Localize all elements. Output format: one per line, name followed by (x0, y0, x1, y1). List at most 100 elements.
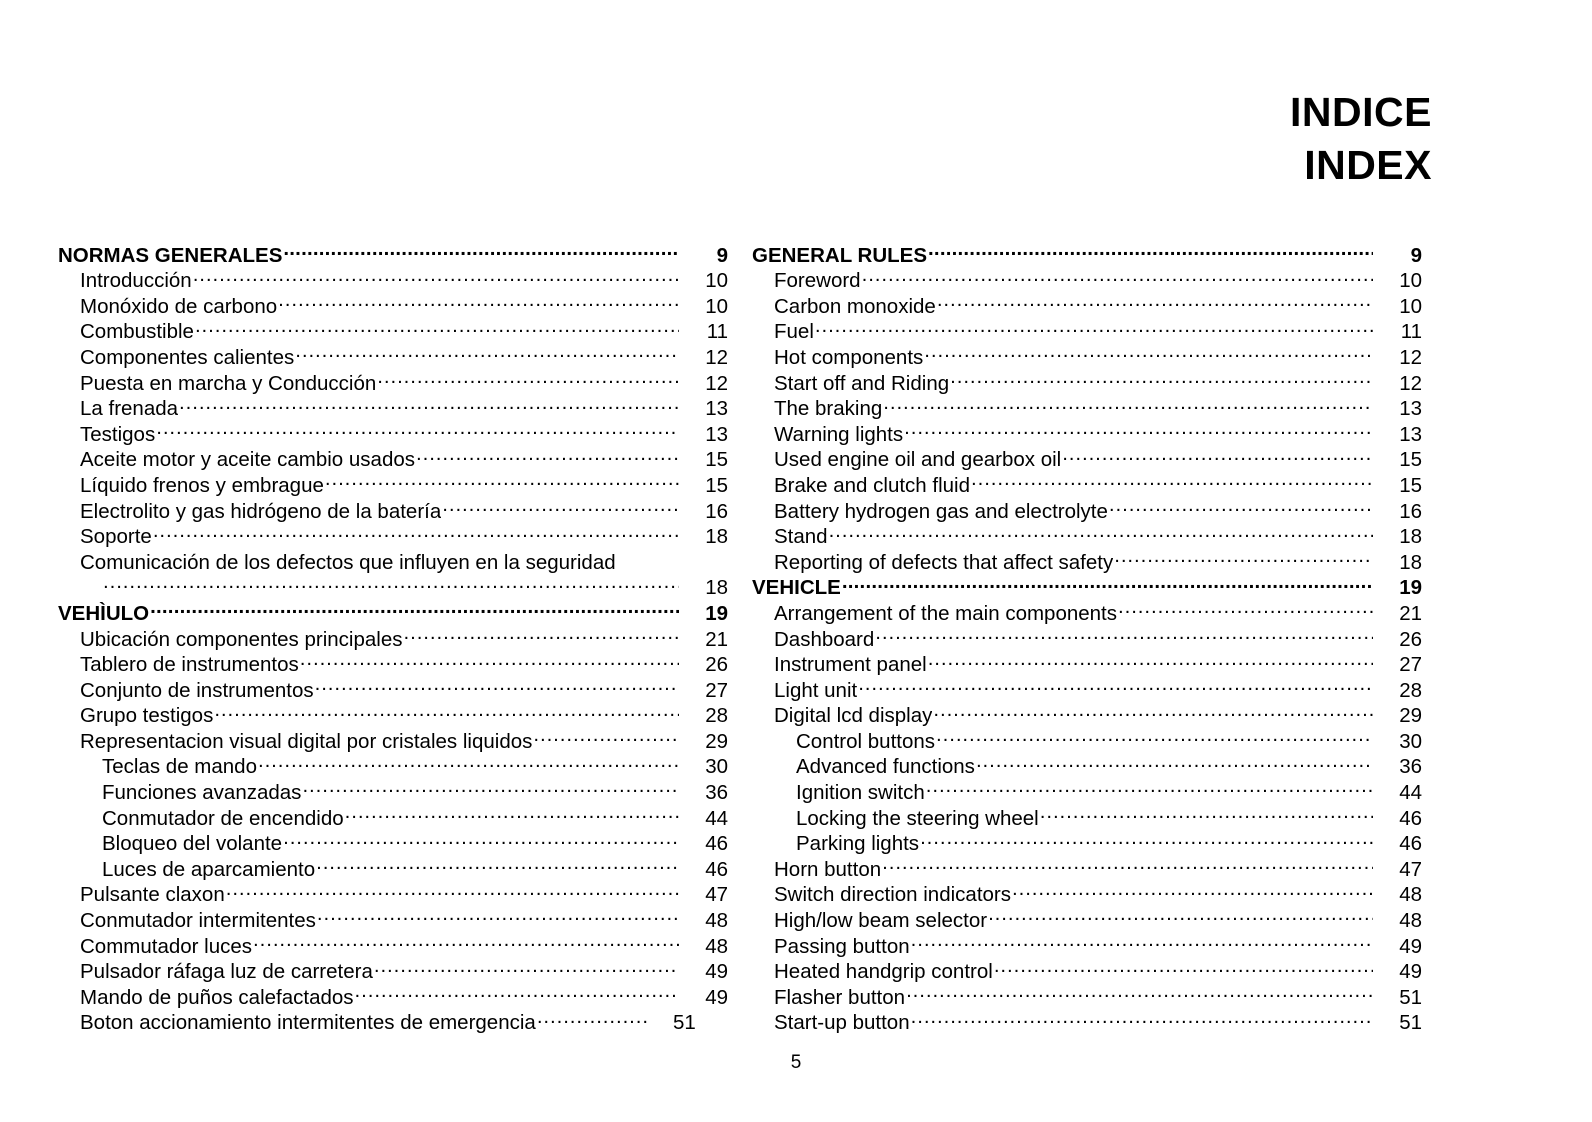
toc-entry[interactable]: Ignition switch 44 (752, 773, 1422, 804)
toc-entry-page-number: 46 (1399, 832, 1422, 856)
toc-entry[interactable]: Dashboard 26 (752, 620, 1422, 651)
toc-entry[interactable]: VEHICLE 19 (752, 569, 1422, 600)
toc-entry-page-number: 26 (1399, 627, 1422, 651)
toc-entry-page-number: 36 (705, 781, 728, 805)
toc-entry-page-number: 29 (705, 729, 728, 753)
toc-dot-leader (300, 646, 679, 672)
toc-entry-page-number: 47 (1399, 857, 1422, 881)
toc-entry[interactable]: Funciones avanzadas 36 (58, 773, 728, 804)
toc-entry[interactable]: La frenada 13 (58, 390, 728, 421)
toc-dot-leader (858, 671, 1373, 697)
toc-dot-leader (442, 492, 679, 518)
toc-entry-page-number: 11 (1400, 320, 1422, 344)
toc-entry-label: Combustible (80, 320, 194, 344)
toc-entry[interactable]: Instrument panel27 (752, 646, 1422, 677)
toc-entry[interactable]: Mando de puños calefactados 49 (58, 978, 728, 1009)
toc-entry-label: Hot components (774, 345, 924, 369)
toc-entry[interactable]: Componentes calientes 12 (58, 338, 728, 369)
title-line-english: INDEX (1304, 142, 1432, 188)
toc-entry-label: Start-up button (774, 1011, 910, 1035)
toc-entry[interactable]: GENERAL RULES9 (752, 236, 1422, 267)
toc-entry[interactable]: Locking the steering wheel46 (752, 799, 1422, 830)
toc-entry[interactable]: Light unit 28 (752, 671, 1422, 702)
toc-entry-page-number: 12 (1399, 371, 1422, 395)
toc-dot-leader (416, 441, 679, 467)
toc-dot-leader (829, 518, 1373, 544)
toc-column-spanish: NORMAS GENERALES9Introducción10Monóxido … (58, 236, 728, 1035)
toc-entry[interactable]: Fuel 11 (752, 313, 1422, 344)
toc-entry-page-number: 28 (705, 704, 728, 728)
toc-entry[interactable]: Reporting of defects that affect safety1… (752, 543, 1422, 574)
toc-entry[interactable]: Foreword 10 (752, 262, 1422, 293)
toc-entry-page-number: 21 (705, 627, 728, 651)
toc-entry[interactable]: Digital lcd display 29 (752, 697, 1422, 728)
toc-dot-leader (278, 287, 679, 313)
toc-entry[interactable]: 18 (58, 569, 728, 600)
toc-entry[interactable]: Commutador luces 48 (58, 927, 728, 958)
toc-dot-leader (976, 748, 1373, 774)
toc-entry[interactable]: Pulsador ráfaga luz de carretera 49 (58, 953, 728, 984)
toc-dot-leader (815, 313, 1373, 339)
toc-entry[interactable]: Combustible 11 (58, 313, 728, 344)
toc-entry-page-number: 12 (1399, 345, 1422, 369)
toc-entry[interactable]: Aceite motor y aceite cambio usados15 (58, 441, 728, 472)
toc-entry[interactable]: NORMAS GENERALES9 (58, 236, 728, 267)
toc-entry[interactable]: Líquido frenos y embrague 15 (58, 466, 728, 497)
toc-entry[interactable]: Brake and clutch fluid 15 (752, 466, 1422, 497)
toc-entry[interactable]: Horn button 47 (752, 850, 1422, 881)
toc-entry[interactable]: VEHÌULO 19 (58, 594, 728, 625)
toc-dot-leader (283, 236, 679, 262)
toc-entry-page-number: 44 (705, 806, 728, 830)
toc-dot-leader (302, 773, 679, 799)
toc-entry[interactable]: Passing button 49 (752, 927, 1422, 958)
toc-entry[interactable]: Teclas de mando 30 (58, 748, 728, 779)
toc-dot-leader (537, 1004, 647, 1030)
toc-dot-leader (103, 569, 679, 595)
toc-entry-label: Switch direction indicators (774, 883, 1011, 907)
title-line-spanish: INDICE (1290, 89, 1432, 135)
toc-entry[interactable]: Stand 18 (752, 518, 1422, 549)
toc-entry-page-number: 11 (706, 320, 728, 344)
toc-entry[interactable]: Warning lights 13 (752, 415, 1422, 446)
toc-entry-label: Soporte (80, 525, 152, 549)
toc-entry[interactable]: Boton accionamiento intermitentes de eme… (58, 1004, 728, 1035)
toc-entry-page-number: 13 (705, 397, 728, 421)
toc-entry[interactable]: Comunicación de los defectos que influye… (58, 543, 728, 574)
toc-entry-page-number: 18 (705, 576, 728, 600)
toc-entry[interactable]: Bloqueo del volante 46 (58, 825, 728, 856)
toc-entry-page-number: 10 (1399, 269, 1422, 293)
toc-entry[interactable]: Puesta en marcha y Conducción12 (58, 364, 728, 395)
toc-dot-leader (928, 646, 1373, 672)
toc-entry[interactable]: Parking lights46 (752, 825, 1422, 856)
toc-entry-label: The braking (774, 397, 883, 421)
toc-entry[interactable]: Tablero de instrumentos 26 (58, 646, 728, 677)
toc-entry-page-number: 13 (1399, 422, 1422, 446)
toc-entry[interactable]: Flasher button 51 (752, 978, 1422, 1009)
toc-entry-page-number: 19 (1399, 576, 1422, 600)
toc-entry[interactable]: Pulsante claxon 47 (58, 876, 728, 907)
toc-entry-page-number: 13 (705, 422, 728, 446)
toc-dot-leader (195, 313, 679, 339)
toc-dot-leader (295, 338, 679, 364)
toc-entry-label: VEHÌULO (58, 601, 150, 625)
toc-entry[interactable]: The braking 13 (752, 390, 1422, 421)
toc-entry[interactable]: Arrangement of the main components21 (752, 594, 1422, 625)
toc-entry[interactable]: Hot components 12 (752, 338, 1422, 369)
toc-entry[interactable]: Grupo testigos 28 (58, 697, 728, 728)
toc-entry-page-number: 18 (1399, 525, 1422, 549)
toc-entry-label: Foreword (774, 269, 861, 293)
toc-entry[interactable]: Control buttons 30 (752, 722, 1422, 753)
toc-entry[interactable]: Introducción 10 (58, 262, 728, 293)
toc-entry[interactable]: Start-up button 51 (752, 1004, 1422, 1035)
toc-entry[interactable]: Soporte 18 (58, 518, 728, 549)
toc-entry[interactable]: Ubicación componentes principales21 (58, 620, 728, 651)
toc-entry[interactable]: Testigos 13 (58, 415, 728, 446)
toc-entry-page-number: 49 (1399, 934, 1422, 958)
toc-entry-label: Digital lcd display (774, 704, 933, 728)
toc-dot-leader (882, 850, 1373, 876)
toc-entry[interactable]: Switch direction indicators 48 (752, 876, 1422, 907)
toc-dot-leader (283, 825, 679, 851)
toc-dot-leader (150, 594, 679, 620)
toc-entry-label: Dashboard (774, 627, 875, 651)
toc-entry-page-number: 27 (705, 678, 728, 702)
